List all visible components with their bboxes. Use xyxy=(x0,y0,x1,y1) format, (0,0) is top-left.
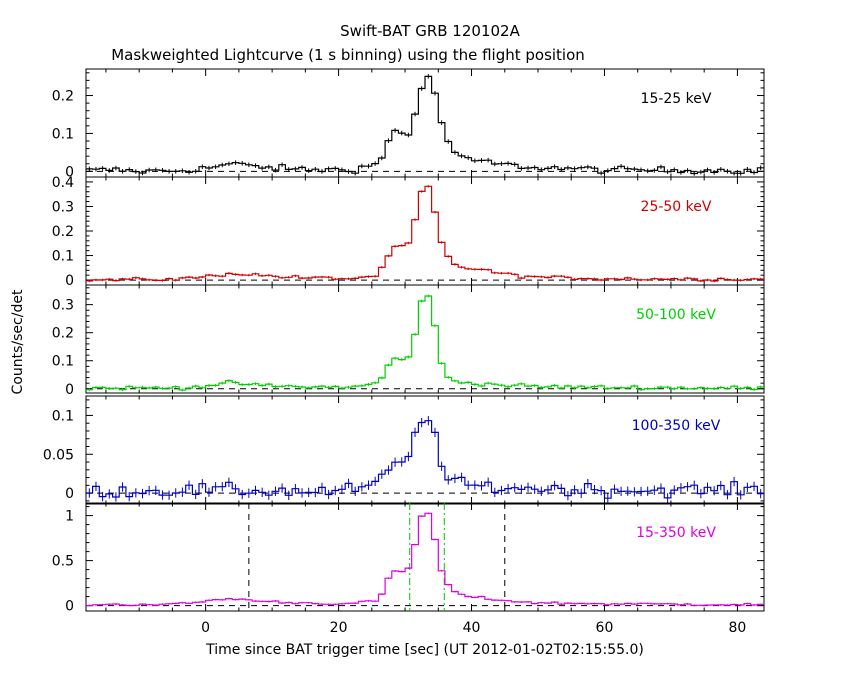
y-tick-label: 0.2 xyxy=(52,89,74,105)
y-tick-label: 0.1 xyxy=(52,126,74,142)
lightcurve-series xyxy=(86,185,764,283)
lightcurve-series xyxy=(86,294,764,392)
y-tick-label: 0.2 xyxy=(52,224,74,240)
y-tick-label: 0.05 xyxy=(43,447,74,463)
panel-frame xyxy=(85,284,765,394)
y-tick-label: 1 xyxy=(65,509,74,525)
band-label: 50-100 keV xyxy=(636,307,716,323)
panel-5: 0 0.5 1 15-350 keV xyxy=(52,502,765,615)
lightcurve-step-line xyxy=(86,512,764,607)
panel-frame xyxy=(85,395,765,505)
y-tick-label: 0.1 xyxy=(52,408,74,424)
y-tick-label: 0.5 xyxy=(52,554,74,570)
x-tick-label: 20 xyxy=(330,620,348,636)
y-tick-label: 0.3 xyxy=(52,199,74,215)
panel-4: 0 0.05 0.1 100-350 keV xyxy=(43,395,765,505)
x-axis-label: Time since BAT trigger time [sec] (UT 20… xyxy=(205,642,644,658)
panel-3: 0 0.1 0.2 0.3 50-100 keV xyxy=(52,284,765,398)
lightcurve-series xyxy=(86,512,764,607)
y-tick-label: 0 xyxy=(65,486,74,502)
y-axis-label: Counts/sec/det xyxy=(10,289,26,394)
y-tick-label: 0 xyxy=(65,273,74,289)
x-tick-label: 60 xyxy=(596,620,614,636)
chart-subtitle: Maskweighted Lightcurve (1 s binning) us… xyxy=(111,46,585,64)
band-label: 25-50 keV xyxy=(641,199,712,215)
band-label: 15-350 keV xyxy=(636,525,716,541)
y-tick-label: 0.4 xyxy=(52,175,74,191)
panel-2: 0 0.1 0.2 0.3 0.4 25-50 keV xyxy=(52,175,765,289)
lightcurve-step-line xyxy=(86,185,764,282)
panel-1: 0 0.1 0.2 15-25 keV xyxy=(52,68,765,180)
x-tick-label: 80 xyxy=(728,620,746,636)
panel-frame xyxy=(85,502,765,612)
lightcurve-step-line xyxy=(86,420,764,499)
band-label: 100-350 keV xyxy=(632,418,721,434)
y-tick-label: 0.1 xyxy=(52,249,74,265)
x-tick-label: 40 xyxy=(463,620,481,636)
lightcurve-step-line xyxy=(86,75,764,175)
y-tick-label: 0 xyxy=(65,164,74,180)
y-tick-label: 0.3 xyxy=(52,298,74,314)
lightcurve-step-line xyxy=(86,295,764,391)
lightcurve-series xyxy=(86,416,764,503)
y-tick-label: 0 xyxy=(65,599,74,615)
x-tick-label: 0 xyxy=(201,620,210,636)
lightcurve-series xyxy=(86,74,764,176)
y-tick-label: 0 xyxy=(65,382,74,398)
y-tick-label: 0.2 xyxy=(52,326,74,342)
y-tick-label: 0.1 xyxy=(52,354,74,370)
chart-title: Swift-BAT GRB 120102A xyxy=(340,22,520,40)
band-label: 15-25 keV xyxy=(641,91,712,107)
panel-frame xyxy=(85,176,765,286)
